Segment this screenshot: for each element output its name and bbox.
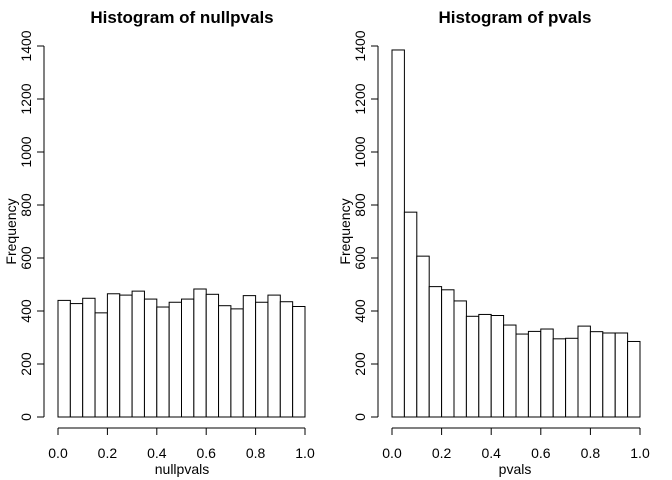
histogram-bar <box>391 49 405 418</box>
histogram-bar <box>230 308 244 418</box>
histogram-bar <box>69 303 84 418</box>
histogram-bar <box>540 328 554 418</box>
x-tick-label: 0.0 <box>382 445 402 461</box>
histogram-bar <box>627 340 641 418</box>
histogram-bar <box>205 293 220 418</box>
histogram-bar <box>478 313 492 418</box>
x-tick-label: 1.0 <box>630 445 650 461</box>
y-tick-label: 400 <box>18 299 34 323</box>
y-axis-label: Frequency <box>3 198 19 264</box>
histogram-bar <box>403 211 418 418</box>
x-tick-label: 0.4 <box>481 445 501 461</box>
y-tick-label: 0 <box>18 413 34 421</box>
x-tick-label: 0.4 <box>147 445 167 461</box>
histogram-bar <box>428 286 443 418</box>
histogram-bar <box>441 289 455 418</box>
histogram-bar <box>193 288 207 418</box>
y-tick-label: 600 <box>352 246 368 270</box>
histogram-bar <box>168 301 182 418</box>
y-tick-label: 200 <box>18 352 34 376</box>
chart-panel-1: Histogram of nullpvals 0.0 0.2 0.4 0.6 0.8 1.0… <box>3 8 315 477</box>
histogram-bar <box>503 324 517 418</box>
x-tick-label: 1.0 <box>295 445 315 461</box>
x-tick-label: 0.6 <box>196 445 216 461</box>
y-tick-label: 1400 <box>352 30 368 61</box>
x-tick-label: 0.8 <box>581 445 601 461</box>
x-tick-label: 0.2 <box>432 445 452 461</box>
histogram-bar <box>156 306 170 418</box>
histogram-bar <box>527 330 542 418</box>
y-tick-label: 1000 <box>18 136 34 167</box>
chart-title: Histogram of nullpvals <box>90 8 273 27</box>
x-tick-label: 0.6 <box>531 445 551 461</box>
histogram-bar <box>143 298 158 418</box>
x-tick-label: 0.0 <box>48 445 68 461</box>
histogram-bar <box>106 293 121 418</box>
histogram-bar <box>242 295 257 418</box>
x-tick-label: 0.2 <box>98 445 118 461</box>
y-tick-label: 600 <box>18 246 34 270</box>
histogram-bar <box>465 315 480 418</box>
histogram-bar <box>614 332 629 418</box>
histogram-bar <box>218 305 232 418</box>
histogram-bar <box>552 338 567 418</box>
chart-title: Histogram of pvals <box>438 8 591 27</box>
y-tick-label: 1000 <box>352 136 368 167</box>
y-tick-label: 400 <box>352 299 368 323</box>
y-tick-label: 200 <box>352 352 368 376</box>
histogram-bar <box>416 255 430 418</box>
y-tick-label: 800 <box>18 193 34 217</box>
histogram-bar <box>515 333 529 418</box>
histogram-bar <box>453 300 467 418</box>
histogram-bar <box>565 337 579 418</box>
chart-panel-2: Histogram of pvals 0.0 0.2 0.4 0.6 0.8 1.0 pval… <box>337 8 650 477</box>
histogram-bar <box>602 332 616 418</box>
histogram-bar <box>94 312 108 418</box>
y-axis-label: Frequency <box>337 198 353 264</box>
histogram-bar <box>82 297 96 418</box>
y-tick-label: 1400 <box>18 30 34 61</box>
x-axis-label: nullpvals <box>155 461 209 477</box>
histogram-bar <box>57 299 71 418</box>
histogram-bar <box>279 301 294 418</box>
histogram-bar <box>255 301 269 418</box>
histogram-bar <box>181 298 195 418</box>
histogram-bar <box>131 290 145 418</box>
histogram-bar <box>267 294 281 418</box>
histogram-bar <box>490 315 505 418</box>
histogram-bar <box>292 305 306 418</box>
histogram-bar <box>589 331 604 418</box>
x-tick-label: 0.8 <box>246 445 266 461</box>
y-tick-label: 0 <box>352 413 368 421</box>
y-tick-label: 1200 <box>352 83 368 114</box>
y-tick-label: 1200 <box>18 83 34 114</box>
x-axis-label: pvals <box>499 461 532 477</box>
y-tick-label: 800 <box>352 193 368 217</box>
histogram-bar <box>119 294 133 418</box>
histogram-bar <box>577 325 591 418</box>
